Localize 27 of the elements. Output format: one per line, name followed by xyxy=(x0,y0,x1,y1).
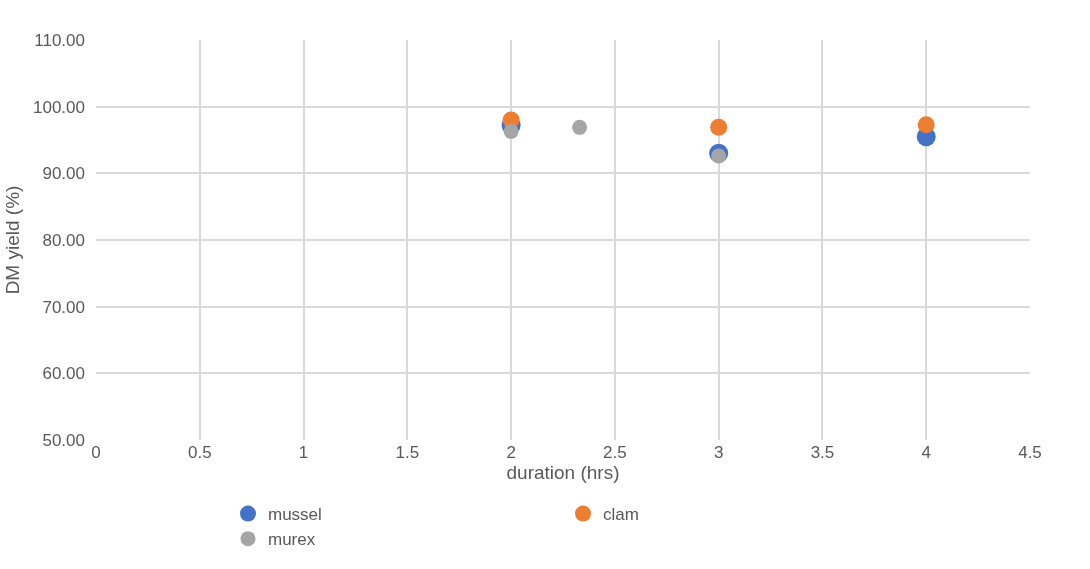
legend-label: clam xyxy=(603,505,639,525)
y-tick-label: 50.00 xyxy=(42,430,85,450)
x-tick-label: 0.5 xyxy=(187,443,212,462)
y-tick-label: 110.00 xyxy=(34,30,85,50)
point xyxy=(503,123,519,139)
x-tick-label: 0 xyxy=(91,443,101,462)
x-axis-title: duration (hrs) xyxy=(506,462,620,483)
y-tick-label: 60.00 xyxy=(42,364,85,384)
x-tick-label: 2.5 xyxy=(603,443,627,462)
point xyxy=(711,148,727,164)
x-tick-label: 2 xyxy=(506,443,516,462)
x-tick-label: 3.5 xyxy=(810,443,835,462)
x-tick-label: 4.5 xyxy=(1018,443,1042,462)
point xyxy=(572,119,588,135)
legend-label: murex xyxy=(268,530,316,550)
x-tick-label: 3 xyxy=(713,443,724,462)
legend-label: mussel xyxy=(268,505,322,525)
y-axis-title: DM yield (%) xyxy=(1,185,23,295)
y-tick-label: 70.00 xyxy=(42,297,85,317)
x-tick-label: 1.5 xyxy=(395,443,420,462)
y-tick-label: 100.00 xyxy=(33,97,85,117)
x-tick-label: 4 xyxy=(921,443,931,462)
y-tick-label: 90.00 xyxy=(42,164,85,184)
y-tick-label: 80.00 xyxy=(42,230,85,250)
point xyxy=(917,116,935,134)
x-tick-label: 1 xyxy=(298,443,309,462)
point xyxy=(710,118,728,136)
